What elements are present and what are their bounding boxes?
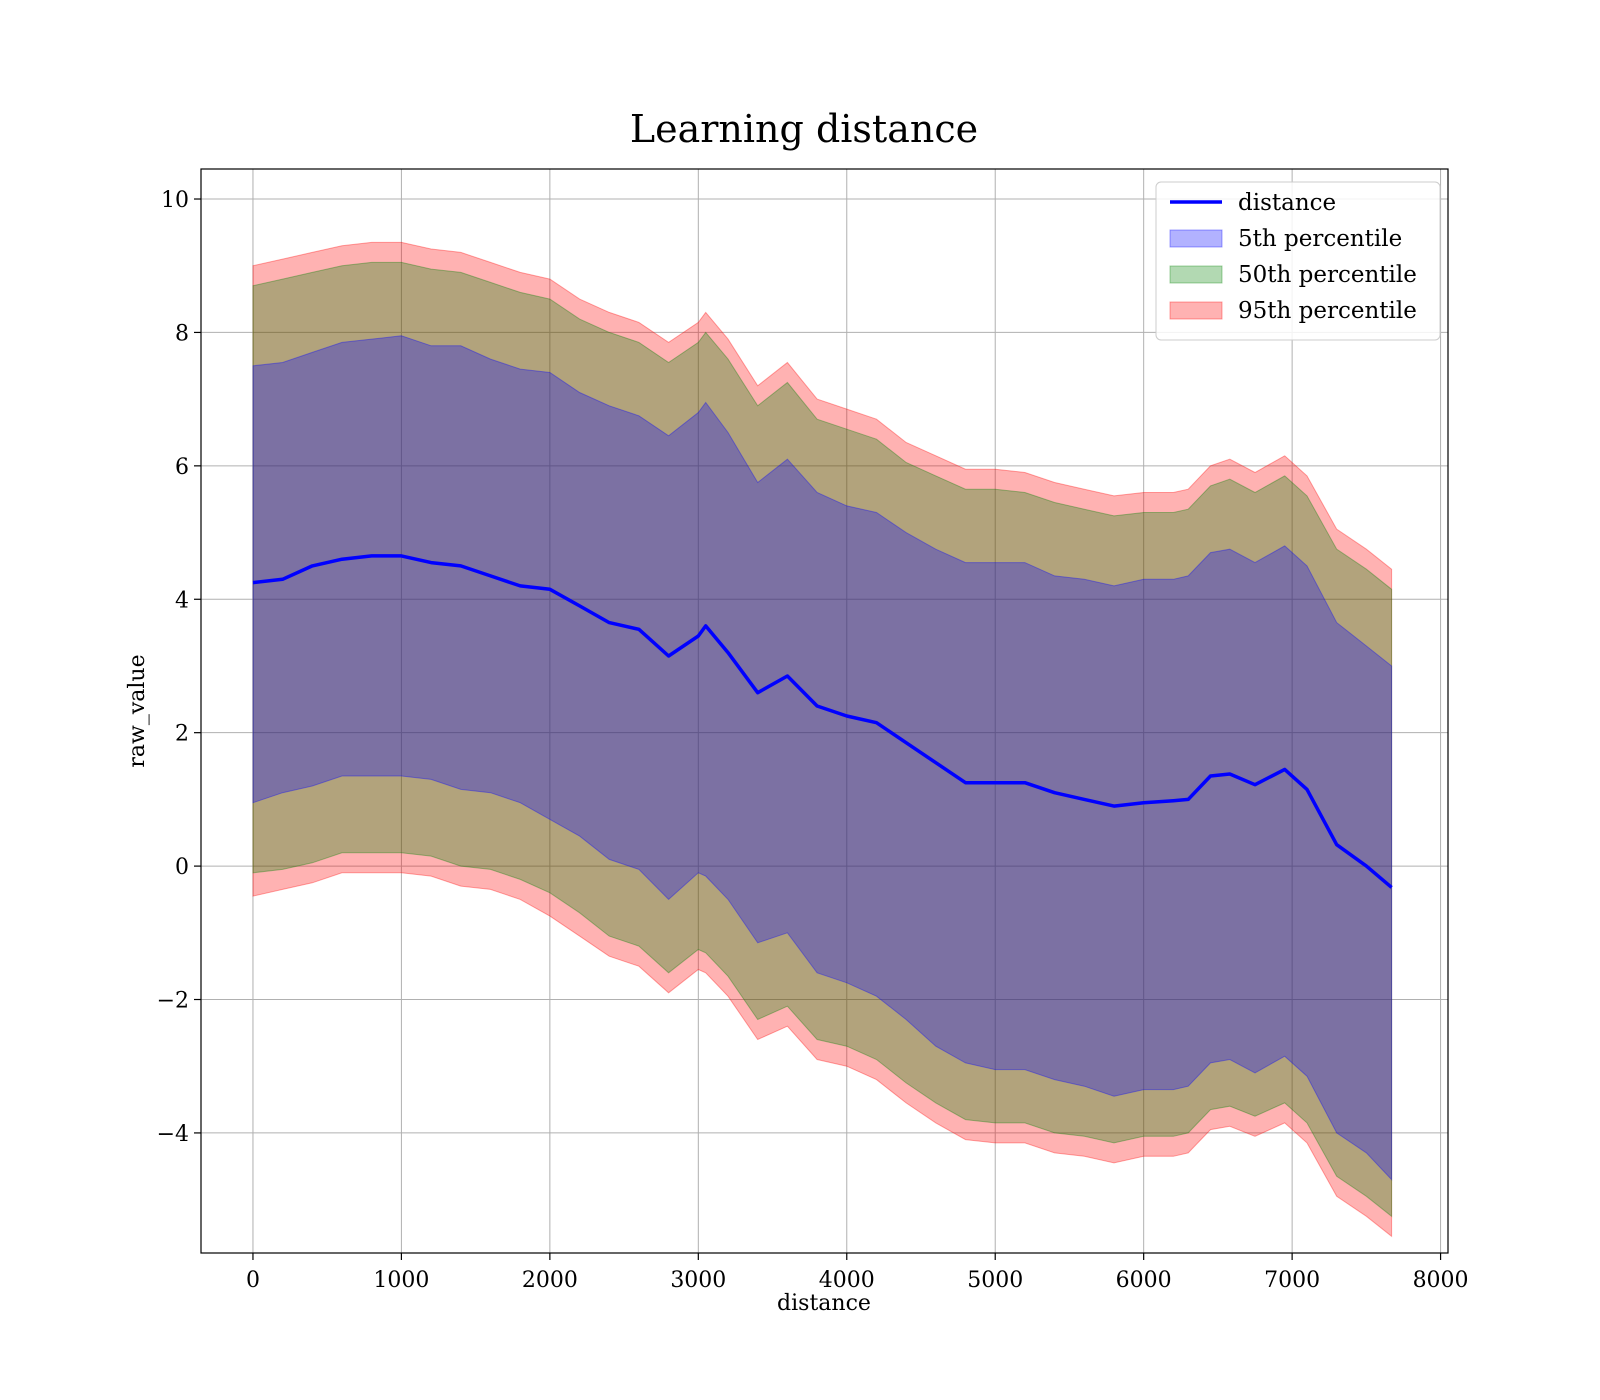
band-50th-percentile: [252, 261, 1393, 1218]
x-tick-label: 7000: [1264, 1268, 1320, 1293]
plot-frame: [200, 168, 1449, 1254]
legend-label-95th-percentile: 95th percentile: [1238, 298, 1417, 324]
legend-box: [1155, 181, 1441, 341]
series-line-distance: [252, 554, 1393, 889]
legend-swatch-95th-percentile: [1169, 301, 1223, 320]
y-tick-label: 8: [175, 321, 189, 346]
y-tick-label: 2: [175, 722, 189, 747]
x-tick-label: 0: [246, 1268, 260, 1293]
x-tick-label: 2000: [522, 1268, 578, 1293]
band-5th-percentile: [252, 335, 1393, 1181]
y-tick-label: 0: [175, 855, 189, 880]
x-tick-label: 6000: [1116, 1268, 1172, 1293]
y-axis-label: raw_value: [125, 654, 150, 767]
series-lines: [252, 554, 1393, 889]
y-tick-label: 4: [175, 588, 189, 613]
x-tick-label: 1000: [373, 1268, 429, 1293]
x-tick-label: 5000: [967, 1268, 1023, 1293]
x-axis-label: distance: [777, 1291, 871, 1316]
y-tick-label: 6: [175, 455, 189, 480]
legend-swatch-5th-percentile: [1169, 229, 1223, 248]
x-tick-label: 4000: [819, 1268, 875, 1293]
x-tick-label: 3000: [670, 1268, 726, 1293]
chart-title: Learning distance: [630, 107, 978, 151]
x-axis-ticks: 0 1000 2000 3000 4000 5000 6000 7000 8000: [246, 1253, 1469, 1293]
legend: distance 5th percentile 50th percentile 95t…: [1155, 181, 1441, 341]
legend-label-50th-percentile: 50th percentile: [1238, 262, 1417, 288]
y-tick-label: −4: [157, 1122, 189, 1147]
y-tick-label: −2: [157, 989, 189, 1014]
y-tick-label: 10: [161, 188, 189, 213]
plot-area-background: [201, 169, 1448, 1253]
legend-label-5th-percentile: 5th percentile: [1238, 226, 1402, 252]
legend-swatch-50th-percentile: [1169, 265, 1223, 284]
band-95th-percentile: [252, 241, 1393, 1238]
y-axis-ticks: −4 −2 0 2 4 6 8 10: [157, 188, 201, 1147]
x-tick-label: 8000: [1413, 1268, 1469, 1293]
legend-label-distance: distance: [1238, 190, 1336, 216]
percentile-bands: [252, 241, 1393, 1238]
